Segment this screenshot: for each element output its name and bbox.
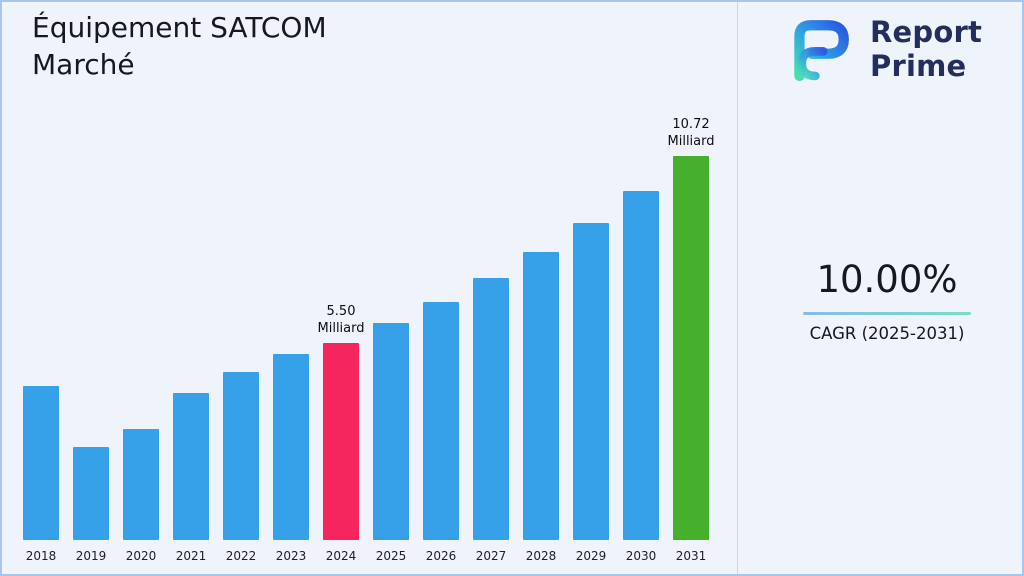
brand: Report Prime <box>782 14 982 84</box>
brand-name-line1: Report <box>870 14 983 49</box>
cagr-value: 10.00% <box>816 258 958 301</box>
x-tick-label-2020: 2020 <box>125 549 157 563</box>
bar-column-2031: 10.72 Milliard 2031 <box>666 94 716 564</box>
bar-column-2021: 2021 <box>166 94 216 564</box>
bar-2028 <box>523 252 559 540</box>
panel-divider <box>737 2 738 574</box>
bar-2022 <box>223 372 259 540</box>
bar-2025 <box>373 323 409 540</box>
bar-2023 <box>273 354 309 540</box>
x-tick-label-2023: 2023 <box>275 549 307 563</box>
x-tick-label-2031: 2031 <box>675 549 707 563</box>
bar-column-2020: 2020 <box>116 94 166 564</box>
bar-column-2022: 2022 <box>216 94 266 564</box>
bar-column-2027: 2027 <box>466 94 516 564</box>
bar-2019 <box>73 447 109 540</box>
x-tick-label-2024: 2024 <box>325 549 357 563</box>
x-tick-label-2029: 2029 <box>575 549 607 563</box>
x-tick-label-2021: 2021 <box>175 549 207 563</box>
x-tick-label-2019: 2019 <box>75 549 107 563</box>
bar-column-2025: 2025 <box>366 94 416 564</box>
bar-2030 <box>623 191 659 540</box>
bar-2026 <box>423 302 459 540</box>
bar-chart: 2018 2019 2020 2021 2022 2023 5.50 Milliard 2024… <box>16 94 716 564</box>
cagr-label: CAGR (2025-2031) <box>809 324 965 343</box>
bar-column-2019: 2019 <box>66 94 116 564</box>
bar-column-2030: 2030 <box>616 94 666 564</box>
bar-column-2026: 2026 <box>416 94 466 564</box>
cagr-underline <box>803 312 971 315</box>
bar-column-2023: 2023 <box>266 94 316 564</box>
bar-2027 <box>473 278 509 540</box>
bar-2021 <box>173 393 209 540</box>
bar-2031 <box>673 156 709 540</box>
bar-column-2018: 2018 <box>16 94 66 564</box>
bar-annotation-2031: 10.72 Milliard <box>667 116 715 150</box>
page-title: Équipement SATCOM Marché <box>32 11 327 81</box>
bar-2018 <box>23 386 59 540</box>
bar-column-2029: 2029 <box>566 94 616 564</box>
x-tick-label-2022: 2022 <box>225 549 257 563</box>
cagr-block: 10.00% CAGR (2025-2031) <box>800 258 974 343</box>
bar-column-2024: 5.50 Milliard 2024 <box>316 94 366 564</box>
x-tick-label-2026: 2026 <box>425 549 457 563</box>
x-tick-label-2018: 2018 <box>25 549 57 563</box>
x-tick-label-2027: 2027 <box>475 549 507 563</box>
x-tick-label-2028: 2028 <box>525 549 557 563</box>
brand-name: Report Prime <box>870 15 982 83</box>
x-tick-label-2025: 2025 <box>375 549 407 563</box>
bar-2029 <box>573 223 609 540</box>
bar-2020 <box>123 429 159 540</box>
brand-name-line2: Prime <box>870 49 967 83</box>
x-tick-label-2030: 2030 <box>625 549 657 563</box>
report-prime-logo-icon <box>794 20 849 82</box>
bar-column-2028: 2028 <box>516 94 566 564</box>
bar-annotation-2024: 5.50 Milliard <box>317 303 365 337</box>
bar-2024 <box>323 343 359 540</box>
